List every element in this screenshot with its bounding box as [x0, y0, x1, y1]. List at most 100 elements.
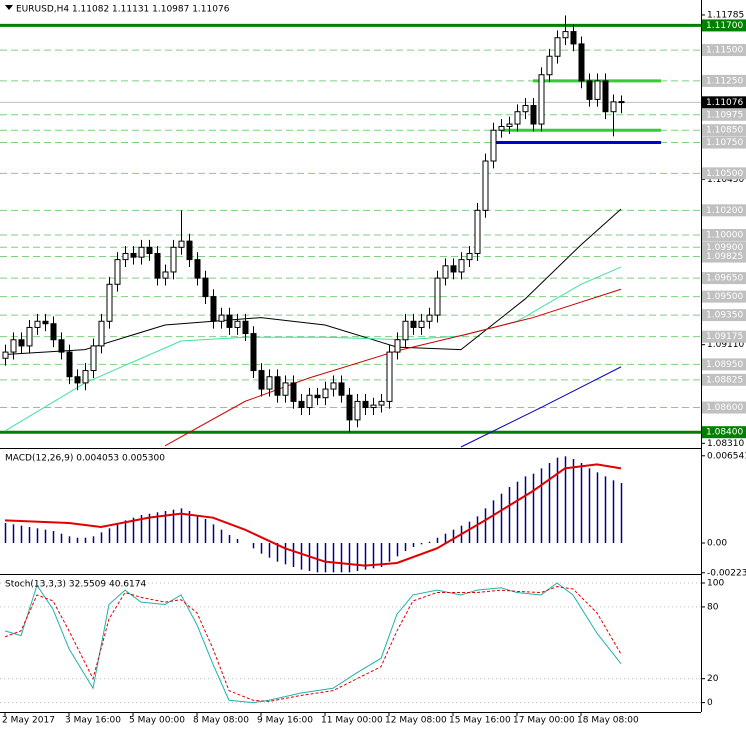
level-label: 1.10975 — [706, 110, 743, 120]
candle-body — [194, 259, 201, 279]
candle-body — [146, 246, 153, 254]
candle-body — [562, 31, 569, 39]
candle-body — [474, 209, 481, 254]
y-tick-label: 1.08310 — [707, 439, 744, 449]
level-label: 1.10500 — [706, 169, 743, 179]
candle-body — [338, 382, 345, 396]
moving-average — [460, 366, 622, 448]
level-label: 1.10200 — [706, 206, 743, 216]
candle-body — [82, 370, 89, 384]
key-level-label: 1.08400 — [706, 428, 743, 438]
level-label-box — [702, 44, 746, 57]
level-label: 1.08600 — [706, 403, 743, 413]
candle-body — [202, 277, 209, 298]
candle-body — [266, 376, 273, 390]
y-tick-label: 0.006541 — [707, 451, 746, 461]
candle-body — [546, 55, 553, 76]
level-label: 1.08825 — [706, 375, 743, 385]
candle-body — [354, 400, 361, 421]
candle-body — [186, 240, 193, 261]
y-tick-label: 1.09110 — [707, 340, 744, 350]
level-label-box — [702, 272, 746, 285]
candle-body — [346, 394, 353, 421]
level-label: 1.09175 — [706, 332, 743, 342]
candle-body — [362, 400, 369, 409]
candle-body — [530, 105, 537, 125]
candle-body — [154, 252, 161, 279]
level-label-box — [702, 401, 746, 414]
candle-body — [554, 37, 561, 57]
candle-body — [410, 320, 417, 328]
candle-body — [322, 388, 329, 399]
level-label-box — [702, 228, 746, 241]
candle-body — [570, 31, 577, 45]
x-tick-label: 15 May 16:00 — [449, 716, 511, 726]
candle-body — [482, 160, 489, 211]
candle-body — [162, 271, 169, 279]
candle-body — [258, 370, 265, 390]
y-tick-label: 0 — [707, 698, 713, 708]
level-label-box — [702, 74, 746, 87]
y-tick-label: 80 — [707, 602, 719, 612]
candle-body — [122, 252, 129, 261]
candle-body — [2, 351, 9, 359]
level-label-box — [702, 330, 746, 343]
y-tick-label: 20 — [707, 674, 719, 684]
moving-average — [4, 208, 622, 356]
y-tick-label: 1.10450 — [707, 175, 744, 185]
candle-body — [610, 101, 617, 113]
x-tick-label: 2 May 2017 — [2, 716, 55, 726]
level-label-box — [702, 241, 746, 254]
candle-body — [538, 74, 545, 125]
x-tick-label: 9 May 16:00 — [257, 716, 313, 726]
plot-layer — [0, 15, 701, 704]
key-level-label: 1.11700 — [706, 21, 743, 31]
candle-body — [290, 382, 297, 402]
candle-body — [242, 320, 249, 335]
level-label: 1.09825 — [706, 252, 743, 262]
candle-body — [34, 320, 41, 328]
candle-body — [226, 314, 233, 328]
candle-body — [442, 265, 449, 279]
candle-body — [602, 80, 609, 113]
level-label-box — [702, 290, 746, 303]
candle-body — [314, 394, 321, 399]
x-tick-label: 17 May 00:00 — [513, 716, 575, 726]
candle-body — [514, 111, 521, 125]
current-price-box — [702, 96, 746, 109]
level-label: 1.09900 — [706, 243, 743, 253]
level-label: 1.09500 — [706, 292, 743, 302]
level-label-box — [702, 250, 746, 263]
candle-body — [586, 80, 593, 100]
candle-body — [42, 320, 49, 325]
candle-body — [178, 240, 185, 248]
x-tick-label: 12 May 08:00 — [385, 716, 447, 726]
stoch-signal — [4, 586, 622, 702]
candle-body — [210, 296, 217, 322]
candle-body — [18, 339, 25, 347]
candle-body — [306, 394, 313, 409]
y-tick-label: 1.11785 — [707, 10, 744, 20]
candle-body — [26, 326, 33, 347]
macd-signal — [4, 463, 622, 567]
level-label-box — [702, 204, 746, 217]
level-label: 1.11250 — [706, 76, 743, 86]
chart-title: EURUSD,H4 1.11082 1.11131 1.10987 1.1107… — [16, 5, 230, 15]
level-label: 1.10850 — [706, 126, 743, 136]
candle-body — [130, 252, 137, 258]
candle-body — [170, 246, 177, 273]
level-label-box — [702, 167, 746, 180]
macd-label: MACD(12,26,9) 0.004053 0.005300 — [5, 454, 165, 464]
candle-body — [594, 80, 601, 100]
y-tick-label: -0.002233 — [707, 568, 746, 578]
candle-body — [378, 400, 385, 406]
x-tick-label: 5 May 00:00 — [129, 716, 185, 726]
stoch-main — [4, 582, 622, 704]
candle-body — [250, 333, 257, 372]
level-label: 1.10750 — [706, 138, 743, 148]
candle-body — [282, 382, 289, 396]
level-label-box — [702, 108, 746, 121]
candle-body — [98, 320, 105, 347]
candle-body — [10, 339, 17, 353]
